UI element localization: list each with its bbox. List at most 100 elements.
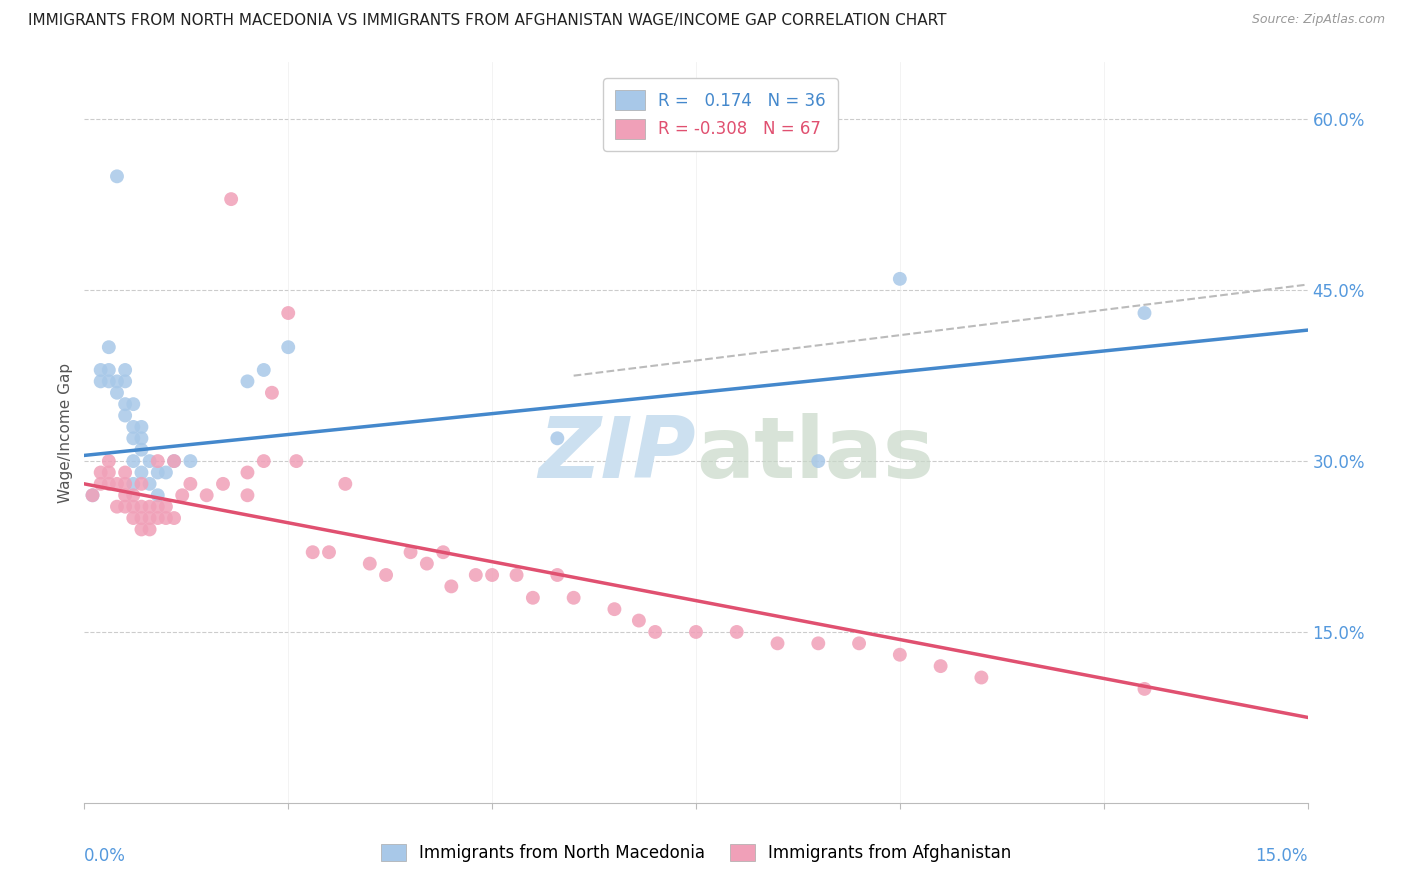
Point xyxy=(138,476,160,491)
Point xyxy=(253,363,276,377)
Point xyxy=(236,466,259,480)
Point xyxy=(122,511,145,525)
Point xyxy=(889,272,911,286)
Point xyxy=(114,409,136,423)
Point xyxy=(97,454,120,468)
Point xyxy=(138,500,160,514)
Legend: Immigrants from North Macedonia, Immigrants from Afghanistan: Immigrants from North Macedonia, Immigra… xyxy=(374,837,1018,869)
Point xyxy=(155,466,177,480)
Point xyxy=(375,568,398,582)
Point xyxy=(90,466,112,480)
Point xyxy=(163,454,186,468)
Point xyxy=(97,363,120,377)
Point xyxy=(97,340,120,354)
Point xyxy=(179,454,201,468)
Point xyxy=(416,557,439,571)
Point xyxy=(131,511,153,525)
Point xyxy=(807,454,830,468)
Point xyxy=(122,431,145,445)
Text: atlas: atlas xyxy=(696,413,934,496)
Point xyxy=(146,500,169,514)
Point xyxy=(807,636,830,650)
Point xyxy=(766,636,789,650)
Point xyxy=(546,431,568,445)
Point xyxy=(212,476,235,491)
Point xyxy=(122,476,145,491)
Point xyxy=(105,500,128,514)
Text: Source: ZipAtlas.com: Source: ZipAtlas.com xyxy=(1251,13,1385,27)
Point xyxy=(122,420,145,434)
Point xyxy=(163,511,186,525)
Point xyxy=(335,476,357,491)
Point xyxy=(122,488,145,502)
Point xyxy=(114,476,136,491)
Point xyxy=(172,488,194,502)
Point xyxy=(105,385,128,400)
Point xyxy=(725,624,748,639)
Point xyxy=(399,545,422,559)
Point xyxy=(82,488,104,502)
Point xyxy=(219,192,242,206)
Point xyxy=(146,454,169,468)
Point xyxy=(105,169,128,184)
Point xyxy=(285,454,308,468)
Text: IMMIGRANTS FROM NORTH MACEDONIA VS IMMIGRANTS FROM AFGHANISTAN WAGE/INCOME GAP C: IMMIGRANTS FROM NORTH MACEDONIA VS IMMIG… xyxy=(28,13,946,29)
Point xyxy=(114,466,136,480)
Point xyxy=(97,375,120,389)
Point xyxy=(155,500,177,514)
Text: ZIP: ZIP xyxy=(538,413,696,496)
Point xyxy=(481,568,503,582)
Point xyxy=(114,500,136,514)
Point xyxy=(277,340,299,354)
Point xyxy=(90,375,112,389)
Point xyxy=(146,466,169,480)
Point xyxy=(146,488,169,502)
Point xyxy=(970,671,993,685)
Point xyxy=(1133,681,1156,696)
Point xyxy=(236,375,259,389)
Y-axis label: Wage/Income Gap: Wage/Income Gap xyxy=(58,362,73,503)
Point xyxy=(122,500,145,514)
Point xyxy=(131,476,153,491)
Point xyxy=(685,624,707,639)
Point xyxy=(260,385,283,400)
Point xyxy=(138,511,160,525)
Point xyxy=(97,476,120,491)
Point xyxy=(627,614,650,628)
Point xyxy=(1133,306,1156,320)
Point xyxy=(114,488,136,502)
Point xyxy=(90,476,112,491)
Point xyxy=(114,363,136,377)
Point xyxy=(889,648,911,662)
Point xyxy=(432,545,454,559)
Point xyxy=(146,511,169,525)
Point xyxy=(131,420,153,434)
Point xyxy=(131,466,153,480)
Point xyxy=(90,363,112,377)
Point xyxy=(253,454,276,468)
Point xyxy=(114,397,136,411)
Point xyxy=(131,500,153,514)
Point xyxy=(131,431,153,445)
Point xyxy=(848,636,870,650)
Point xyxy=(163,454,186,468)
Point xyxy=(236,488,259,502)
Point xyxy=(318,545,340,559)
Point xyxy=(603,602,626,616)
Point xyxy=(546,568,568,582)
Point xyxy=(562,591,585,605)
Point xyxy=(195,488,218,502)
Point xyxy=(138,523,160,537)
Point xyxy=(138,454,160,468)
Point xyxy=(122,454,145,468)
Point xyxy=(131,523,153,537)
Point xyxy=(114,375,136,389)
Point xyxy=(359,557,381,571)
Point xyxy=(105,375,128,389)
Point xyxy=(440,579,463,593)
Point xyxy=(301,545,323,559)
Point xyxy=(97,466,120,480)
Point xyxy=(644,624,666,639)
Point xyxy=(122,397,145,411)
Point xyxy=(105,476,128,491)
